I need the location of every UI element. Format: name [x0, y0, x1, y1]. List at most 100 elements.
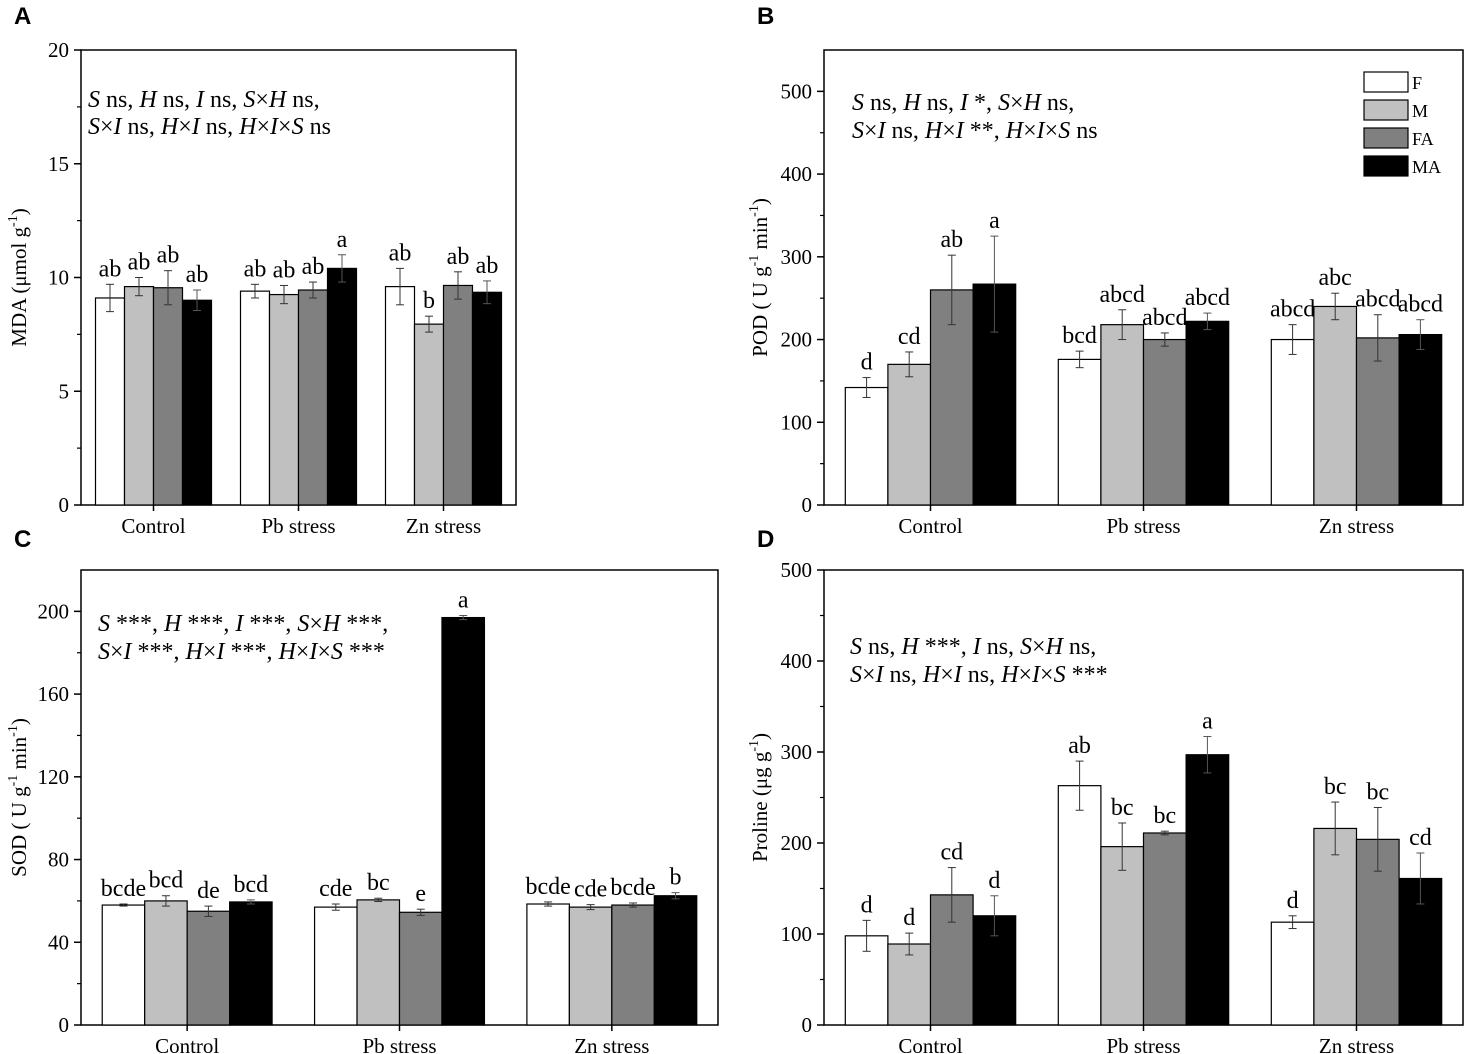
stats-annotation: S×I ***, H×I ***, H×I×S ***: [98, 639, 385, 665]
annotation-part: ×: [940, 662, 954, 688]
legend: FM FA MA: [1363, 71, 1441, 177]
factor-symbol: H: [138, 87, 158, 113]
bar-fa: [1355, 337, 1400, 506]
y-tick-label: 300: [781, 740, 813, 764]
annotation-part: ×: [256, 114, 270, 140]
significance-letter: bc: [367, 870, 390, 896]
factor-symbol: S: [852, 90, 864, 116]
stats-annotation: S ns, H ns, I ns, S×H ns,: [88, 87, 320, 113]
y-tick-label: 0: [802, 493, 813, 517]
significance-letter: bcd: [234, 872, 269, 898]
factor-symbol: S: [243, 87, 255, 113]
legend-label: FA: [1412, 129, 1434, 149]
y-axis-label: MDA (μmol g-1): [6, 208, 31, 346]
bar-m: [887, 363, 932, 506]
y-axis-label: Proline (μg g-1): [747, 733, 772, 862]
annotation-part: ns: [304, 114, 331, 140]
x-tick-label: Pb stress: [362, 1034, 436, 1054]
y-tick-label: 100: [781, 922, 813, 946]
factor-symbol: H: [922, 662, 942, 688]
legend-swatch-ma: [1363, 155, 1409, 177]
x-tick-label: Zn stress: [574, 1034, 649, 1054]
bar-f: [844, 386, 889, 506]
annotation-part: ns,: [884, 662, 923, 688]
annotation-part: ×: [110, 639, 124, 665]
significance-letter: ab: [940, 227, 963, 253]
factor-symbol: I: [953, 662, 963, 688]
bar-ma: [1185, 320, 1230, 506]
bar-m: [413, 323, 445, 506]
y-tick-label: 40: [48, 930, 69, 954]
y-axis-label-sup: -1: [6, 775, 21, 787]
factor-symbol: S: [998, 90, 1010, 116]
y-axis-label: SOD ( U g-1 min-1): [6, 718, 31, 877]
x-tick-label: Pb stress: [1106, 1034, 1180, 1054]
y-axis-label: POD ( U g-1 min-1): [747, 198, 772, 357]
annotation-part: ×: [255, 87, 269, 113]
bar-fa: [1142, 832, 1187, 1026]
factor-symbol: H: [185, 639, 205, 665]
bar-f: [1270, 921, 1315, 1026]
factor-symbol: H: [322, 611, 342, 637]
annotation-part: ×: [278, 114, 292, 140]
annotation-part: ***,: [132, 639, 186, 665]
y-axis-label-part: min: [7, 736, 31, 774]
bar-f: [526, 903, 570, 1026]
bar-ma: [181, 299, 213, 506]
significance-letter: b: [423, 288, 435, 314]
panel-letter: B: [757, 3, 774, 30]
y-axis-label-sup: -1: [6, 725, 21, 737]
bar-f: [94, 297, 126, 506]
significance-letter: bcd: [1062, 323, 1097, 349]
significance-letter: abc: [1319, 265, 1352, 291]
y-axis-label-sup: -1: [747, 255, 762, 267]
annotation-part: ×: [942, 118, 956, 144]
stats-annotation: S×I ns, H×I **, H×I×S ns: [852, 118, 1098, 144]
bar-fa: [398, 911, 443, 1026]
bar-ma: [653, 895, 698, 1026]
y-axis-label-sup: -1: [747, 205, 762, 217]
y-tick-label: 0: [802, 1013, 813, 1037]
significance-letter: abcd: [1142, 305, 1187, 331]
significance-letter: cd: [1409, 825, 1432, 851]
significance-letter: ab: [476, 253, 499, 279]
factor-symbol: H: [268, 87, 288, 113]
significance-letter: bc: [1111, 795, 1134, 821]
y-axis-label-part: ): [748, 733, 772, 740]
factor-symbol: I: [308, 639, 318, 665]
annotation-part: ×: [296, 639, 310, 665]
significance-letter: abcd: [1398, 292, 1443, 318]
x-tick-label: Control: [121, 514, 185, 538]
significance-letter: ab: [447, 244, 470, 270]
significance-letter: a: [337, 227, 348, 253]
y-tick-label: 80: [48, 848, 69, 872]
annotation-part: ***,: [340, 611, 388, 637]
bar-f: [1057, 785, 1102, 1026]
significance-letter: abcd: [1185, 285, 1230, 311]
annotation-part: ***,: [181, 611, 235, 637]
bar-m: [1313, 305, 1358, 506]
factor-symbol: S: [850, 662, 862, 688]
annotation-part: ×: [309, 611, 323, 637]
x-tick-label: Control: [155, 1034, 219, 1054]
significance-letter: e: [415, 881, 426, 907]
panel-letter: D: [757, 526, 774, 553]
annotation-part: ×: [1018, 662, 1032, 688]
legend-label: F: [1412, 73, 1422, 93]
factor-symbol: I: [234, 611, 244, 637]
significance-letter: abcd: [1100, 282, 1145, 308]
y-axis-label-part: ): [748, 198, 772, 205]
significance-letter: b: [670, 865, 682, 891]
factor-symbol: H: [902, 90, 922, 116]
annotation-part: *,: [968, 90, 998, 116]
bar-fa: [1355, 838, 1400, 1026]
annotation-part: ×: [1010, 90, 1024, 116]
annotation-part: ***,: [919, 634, 973, 660]
bar-m: [144, 900, 188, 1026]
significance-letter: ab: [389, 240, 412, 266]
bar-f: [1270, 338, 1315, 506]
significance-letter: abcd: [1355, 287, 1400, 313]
factor-symbol: H: [900, 634, 920, 660]
y-tick-label: 15: [48, 152, 69, 176]
x-tick-label: Control: [898, 514, 962, 538]
